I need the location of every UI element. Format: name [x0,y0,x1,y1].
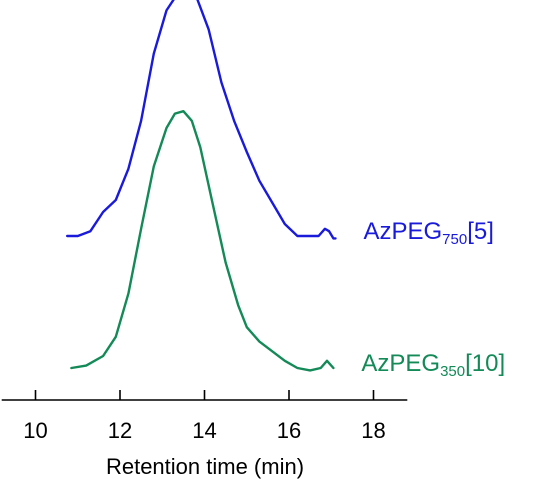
series-line-1 [66,0,337,240]
x-tick-label: 12 [108,418,132,443]
x-tick-label: 18 [361,418,385,443]
x-tick-label: 14 [192,418,216,443]
series-label-2: AzPEG350[10] [361,350,505,380]
series-layer: AzPEG750[5] AzPEG350[10] [66,0,505,380]
x-axis-title: Retention time (min) [106,454,304,479]
series-label-1: AzPEG750[5] [363,218,493,248]
x-axis: 10 12 14 16 18 [1,390,408,443]
series-line-2 [70,110,335,372]
x-tick-label: 10 [23,418,47,443]
x-tick-label: 16 [277,418,301,443]
